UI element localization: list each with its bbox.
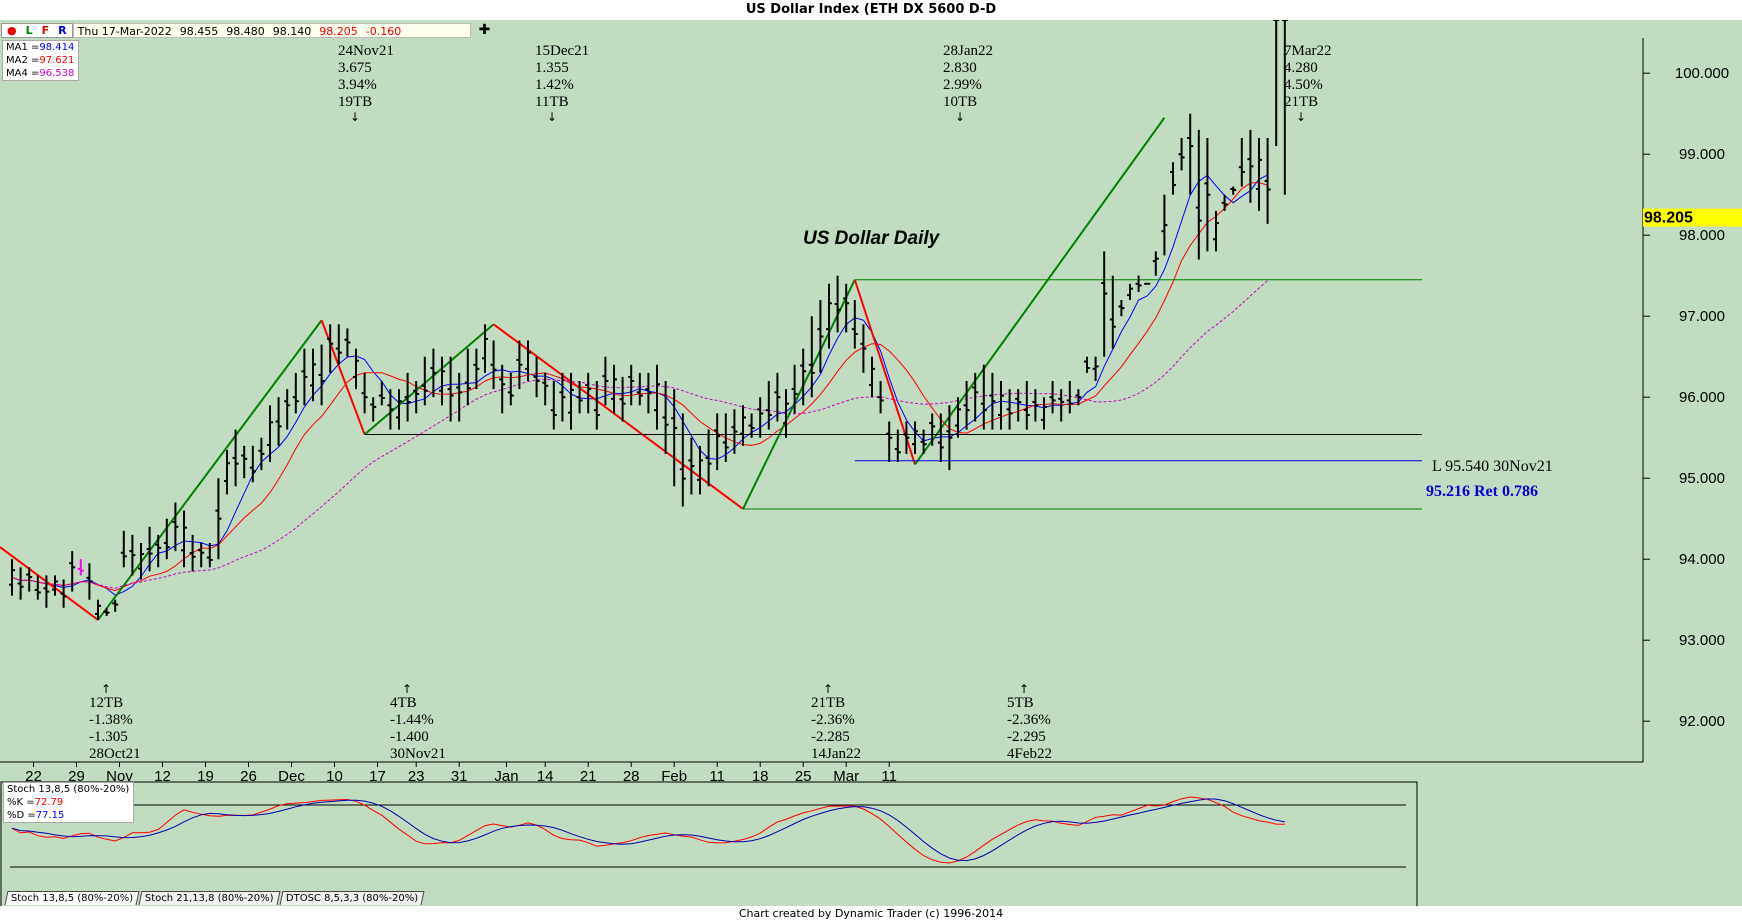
up-swing-line [363,323,495,436]
x-tick-label: 29 [68,768,85,785]
last-price-highlight [1643,208,1742,227]
swing-high-label: 24Nov21 3.675 3.94% 19TB ↓ [338,43,394,124]
x-tick-label: 21 [580,768,597,785]
up-arrow-icon: ↑ [402,682,413,696]
down-arrow-icon: ↓ [955,110,966,124]
y-tick-label: 95.000 [1679,470,1725,487]
readout-change: -0.160 [365,25,402,38]
stoch-k-legend: %K =72.79 [7,797,64,808]
y-tick-label: 94.000 [1679,551,1725,568]
swing-low-label: ↑ 12TB -1.38% -1.305 28Oct21 [89,682,141,762]
window-title: US Dollar Index (ETH DX 5600 D-D [745,2,997,17]
swing-high-label: 28Jan22 2.830 2.99% 10TB ↓ [943,43,993,124]
y-tick-label: 93.000 [1679,632,1725,649]
flag-buttons: ● L F R [1,23,73,38]
tab-stoch-13[interactable]: Stoch 13,8,5 (80%-20%) [4,891,140,905]
ma4-legend: MA4 =96.538 [6,68,75,79]
x-tick-label: 28 [623,768,640,785]
readout-low: 98.140 [272,25,312,38]
readout-date: Thu 17-Mar-2022 [77,25,172,38]
down-arrow-icon: ↓ [350,110,361,124]
x-tick-label: 11 [709,768,725,785]
ma2-legend: MA2 =97.621 [6,55,75,66]
swing-low-label: ↑ 5TB -2.36% -2.295 4Feb22 [1007,682,1052,762]
tab-stoch-21[interactable]: Stoch 21,13,8 (80%-20%) [138,891,281,905]
stoch-k-line [11,796,1285,864]
tab-dtosc[interactable]: DTOSC 8,5,3,3 (80%-20%) [279,891,425,905]
y-tick-label: 98.000 [1679,227,1725,244]
stoch-legend-title: Stoch 13,8,5 (80%-20%) [7,784,130,795]
stoch-d-line [11,798,1285,862]
x-tick-label: 26 [240,768,257,785]
x-tick-label: Nov [106,768,133,785]
x-tick-label: 10 [326,768,343,785]
up-swing-line [97,319,323,621]
swing-high-label: 15Dec21 1.355 1.42% 11TB ↓ [535,43,590,124]
add-icon[interactable]: ✚ [478,22,491,38]
readout-high: 98.480 [226,25,265,38]
y-tick-label: 92.000 [1679,713,1725,730]
stoch-legend: Stoch 13,8,5 (80%-20%) %K =72.79 %D =77.… [3,782,135,823]
flag-l-button[interactable]: L [25,24,33,37]
down-swing-line [0,546,99,621]
down-arrow-icon: ↓ [547,110,558,124]
x-tick-label: 18 [752,768,769,785]
x-tick-label: Jan [494,768,518,785]
stoch-d-legend: %D =77.15 [7,810,65,821]
x-tick-label: Mar [833,768,859,785]
readout-close: 98.205 [319,25,358,38]
x-tick-label: 12 [154,768,171,785]
y-tick-label: 96.000 [1679,389,1725,406]
up-arrow-icon: ↑ [1019,682,1030,696]
toolbar: ● L F R Thu 17-Mar-2022 98.455 98.480 98… [1,23,490,38]
x-tick-label: 14 [537,768,554,785]
x-tick-label: Feb [661,768,687,785]
low-pivot-label: L 95.540 30Nov21 [1432,458,1553,475]
x-tick-label: 31 [451,768,468,785]
down-arrow-icon: ↓ [1296,110,1307,124]
up-swing-line [742,279,856,510]
x-tick-label: 17 [369,768,386,785]
footer-credit: Chart created by Dynamic Trader (c) 1996… [738,907,1004,920]
up-arrow-icon: ↑ [101,682,112,696]
up-arrow-icon: ↑ [823,682,834,696]
y-tick-label: 97.000 [1679,308,1725,325]
swing-high-label: 7Mar22 4.280 4.50% 21TB ↓ [1284,43,1332,124]
stoch-panel-bg [0,782,1742,906]
flag-dot-icon: ● [7,24,17,37]
x-tick-label: 23 [408,768,425,785]
ohlc-readout: Thu 17-Mar-2022 98.455 98.480 98.140 98.… [72,23,471,38]
x-tick-label: 19 [197,768,214,785]
swing-low-label: ↑ 21TB -2.36% -2.285 14Jan22 [811,682,861,762]
readout-open: 98.455 [179,25,219,38]
chart-label: US Dollar Daily [803,228,940,249]
x-tick-label: 11 [881,768,897,785]
x-tick-label: 22 [25,768,42,785]
y-tick-label: 99.000 [1679,146,1725,163]
up-swing-line [914,117,1166,466]
indicator-tabs: Stoch 13,8,5 (80%-20%) Stoch 21,13,8 (80… [4,891,425,905]
flag-r-button[interactable]: R [58,24,67,37]
stoch-panel-frame [0,781,1418,906]
x-tick-label: Dec [278,768,305,785]
chart-area[interactable]: 92.000 93.000 94.000 95.000 96.000 97.000 98.0… [0,20,1742,906]
retracement-label: 95.216 Ret 0.786 [1426,483,1538,500]
last-price-label: 98.205 [1644,210,1693,227]
y-tick-label: 100.000 [1675,65,1729,82]
swing-low-label: ↑ 4TB -1.44% -1.400 30Nov21 [390,682,446,762]
ma-legend: MA1 =98.414 MA2 =97.621 MA4 =96.538 [2,40,80,81]
flag-f-button[interactable]: F [41,24,50,37]
price-panel-bg [0,20,1742,782]
ma1-legend: MA1 =98.414 [6,42,75,53]
down-swing-line [493,323,744,510]
x-tick-label: 25 [795,768,812,785]
